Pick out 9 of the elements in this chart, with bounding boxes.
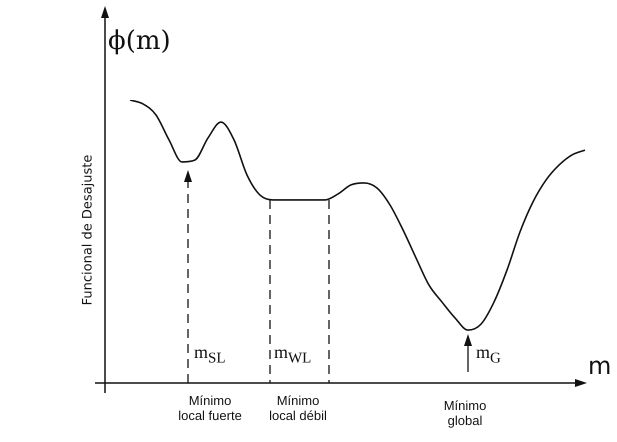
text: Mínimo global: [442, 398, 488, 428]
x-axis-title: m: [588, 352, 612, 380]
y-axis-title: Funcional de Desajuste: [80, 154, 96, 306]
annotation: m$_{G}$: [476, 342, 501, 368]
text: Mínimo local fuerte: [177, 393, 243, 423]
text: Mínimo local débil: [268, 393, 328, 423]
text: ϕ(m): [108, 26, 171, 56]
annotation: m$_{WL}$: [274, 342, 312, 368]
annotation: m$_{SL}$: [194, 342, 226, 368]
